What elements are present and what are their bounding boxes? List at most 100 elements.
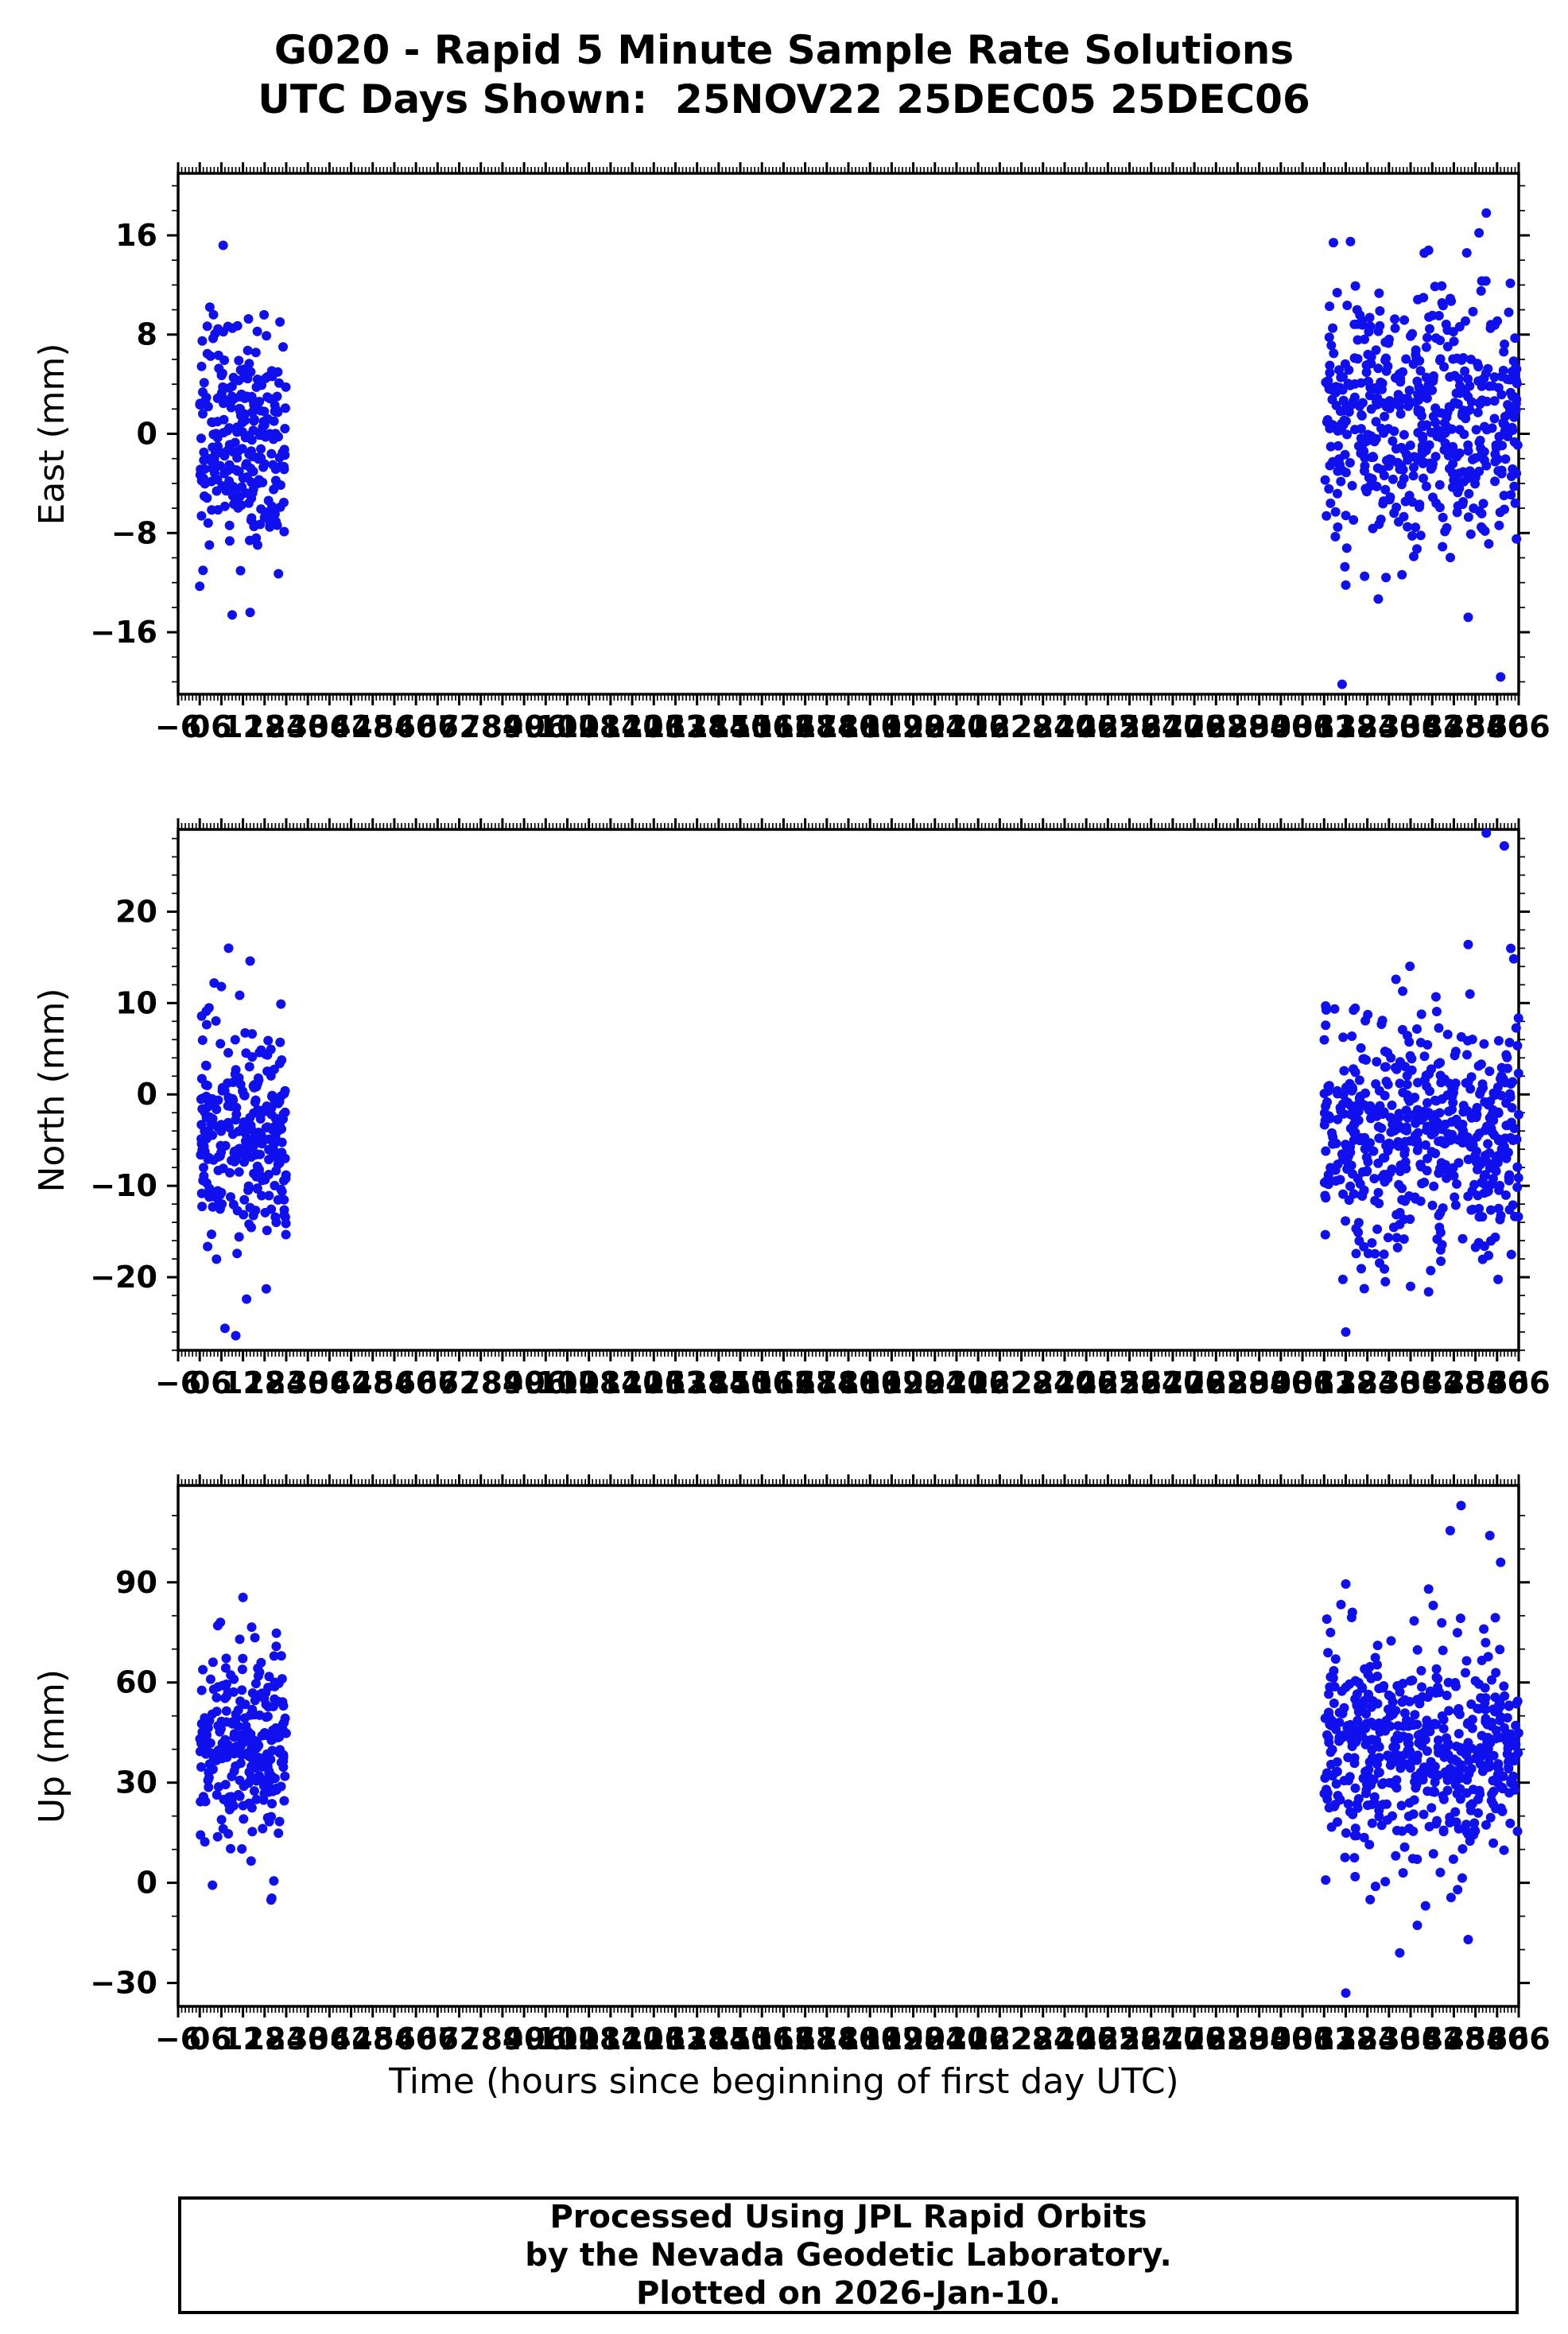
- svg-text:−16: −16: [90, 615, 157, 650]
- svg-text:144: 144: [687, 1365, 750, 1400]
- svg-text:252: 252: [1077, 2021, 1139, 2056]
- svg-text:324: 324: [1336, 709, 1399, 744]
- svg-text:60: 60: [395, 2021, 437, 2056]
- svg-text:210: 210: [925, 1365, 988, 1400]
- svg-text:96: 96: [525, 2021, 567, 2056]
- svg-text:276: 276: [1162, 1365, 1225, 1400]
- svg-text:−10: −10: [90, 1168, 157, 1203]
- svg-text:234: 234: [1011, 709, 1074, 744]
- svg-text:366: 366: [1487, 709, 1550, 744]
- svg-text:270: 270: [1141, 2021, 1204, 2056]
- svg-text:228: 228: [990, 709, 1053, 744]
- svg-text:306: 306: [1271, 2021, 1333, 2056]
- svg-text:−6: −6: [155, 709, 201, 744]
- svg-text:222: 222: [968, 2021, 1031, 2056]
- svg-text:114: 114: [579, 709, 642, 744]
- svg-text:126: 126: [623, 1365, 685, 1400]
- svg-text:330: 330: [1357, 709, 1420, 744]
- svg-text:78: 78: [460, 1365, 502, 1400]
- svg-text:276: 276: [1162, 2021, 1225, 2056]
- svg-text:228: 228: [990, 1365, 1053, 1400]
- svg-text:120: 120: [600, 709, 663, 744]
- svg-text:300: 300: [1249, 2021, 1312, 2056]
- svg-text:222: 222: [968, 1365, 1031, 1400]
- svg-text:318: 318: [1314, 1365, 1377, 1400]
- svg-text:270: 270: [1141, 709, 1204, 744]
- svg-text:348: 348: [1422, 709, 1485, 744]
- svg-text:216: 216: [946, 1365, 1009, 1400]
- svg-text:120: 120: [600, 2021, 663, 2056]
- svg-text:114: 114: [579, 1365, 642, 1400]
- svg-text:126: 126: [623, 709, 685, 744]
- svg-text:78: 78: [460, 709, 502, 744]
- svg-text:330: 330: [1357, 1365, 1420, 1400]
- svg-text:−30: −30: [90, 1966, 157, 2001]
- svg-text:312: 312: [1293, 2021, 1356, 2056]
- svg-text:72: 72: [438, 2021, 480, 2056]
- svg-text:90: 90: [115, 1565, 157, 1600]
- svg-text:360: 360: [1465, 1365, 1528, 1400]
- east-axis-label: East (mm): [32, 344, 72, 526]
- svg-text:6: 6: [211, 2021, 231, 2056]
- svg-text:156: 156: [731, 1365, 794, 1400]
- svg-text:6: 6: [211, 709, 231, 744]
- svg-text:312: 312: [1293, 1365, 1356, 1400]
- svg-text:16: 16: [115, 218, 157, 253]
- svg-text:252: 252: [1077, 1365, 1139, 1400]
- svg-text:264: 264: [1120, 2021, 1182, 2056]
- footer-line2: by the Nevada Geodetic Laboratory.: [525, 2237, 1172, 2274]
- svg-text:0: 0: [189, 709, 210, 744]
- svg-text:0: 0: [137, 1866, 157, 1901]
- svg-text:330: 330: [1357, 2021, 1420, 2056]
- svg-text:288: 288: [1206, 709, 1269, 744]
- svg-text:126: 126: [623, 2021, 685, 2056]
- svg-text:84: 84: [481, 1365, 523, 1400]
- svg-text:66: 66: [417, 1365, 459, 1400]
- svg-text:354: 354: [1444, 1365, 1507, 1400]
- svg-text:72: 72: [438, 1365, 480, 1400]
- svg-text:294: 294: [1228, 1365, 1290, 1400]
- svg-text:−6: −6: [155, 1365, 201, 1400]
- svg-text:78: 78: [460, 2021, 502, 2056]
- svg-text:336: 336: [1379, 709, 1442, 744]
- svg-text:210: 210: [925, 2021, 988, 2056]
- svg-text:108: 108: [557, 2021, 620, 2056]
- svg-text:20: 20: [115, 894, 157, 929]
- svg-text:48: 48: [351, 1365, 394, 1400]
- svg-text:198: 198: [882, 709, 945, 744]
- svg-text:324: 324: [1336, 2021, 1399, 2056]
- svg-text:60: 60: [115, 1665, 157, 1700]
- svg-text:0: 0: [189, 1365, 210, 1400]
- svg-text:168: 168: [774, 709, 836, 744]
- north-axis-label: North (mm): [32, 988, 72, 1192]
- svg-text:294: 294: [1228, 709, 1290, 744]
- svg-text:264: 264: [1120, 709, 1182, 744]
- svg-text:84: 84: [481, 709, 523, 744]
- svg-text:144: 144: [687, 2021, 750, 2056]
- svg-text:198: 198: [882, 2021, 945, 2056]
- svg-text:192: 192: [860, 1365, 923, 1400]
- svg-text:156: 156: [731, 2021, 794, 2056]
- svg-text:36: 36: [309, 709, 351, 744]
- svg-text:108: 108: [557, 709, 620, 744]
- svg-text:90: 90: [503, 1365, 545, 1400]
- svg-text:366: 366: [1487, 2021, 1550, 2056]
- svg-text:6: 6: [211, 1365, 231, 1400]
- svg-text:186: 186: [839, 1365, 902, 1400]
- svg-text:18: 18: [243, 1365, 285, 1400]
- svg-text:0: 0: [189, 2021, 210, 2056]
- svg-text:306: 306: [1271, 709, 1333, 744]
- svg-text:12: 12: [222, 709, 264, 744]
- up-axis-label: Up (mm): [32, 1669, 72, 1823]
- svg-text:360: 360: [1465, 709, 1528, 744]
- svg-text:−6: −6: [155, 2021, 201, 2056]
- svg-text:60: 60: [395, 709, 437, 744]
- svg-text:348: 348: [1422, 1365, 1485, 1400]
- svg-text:294: 294: [1228, 2021, 1290, 2056]
- svg-text:138: 138: [666, 2021, 728, 2056]
